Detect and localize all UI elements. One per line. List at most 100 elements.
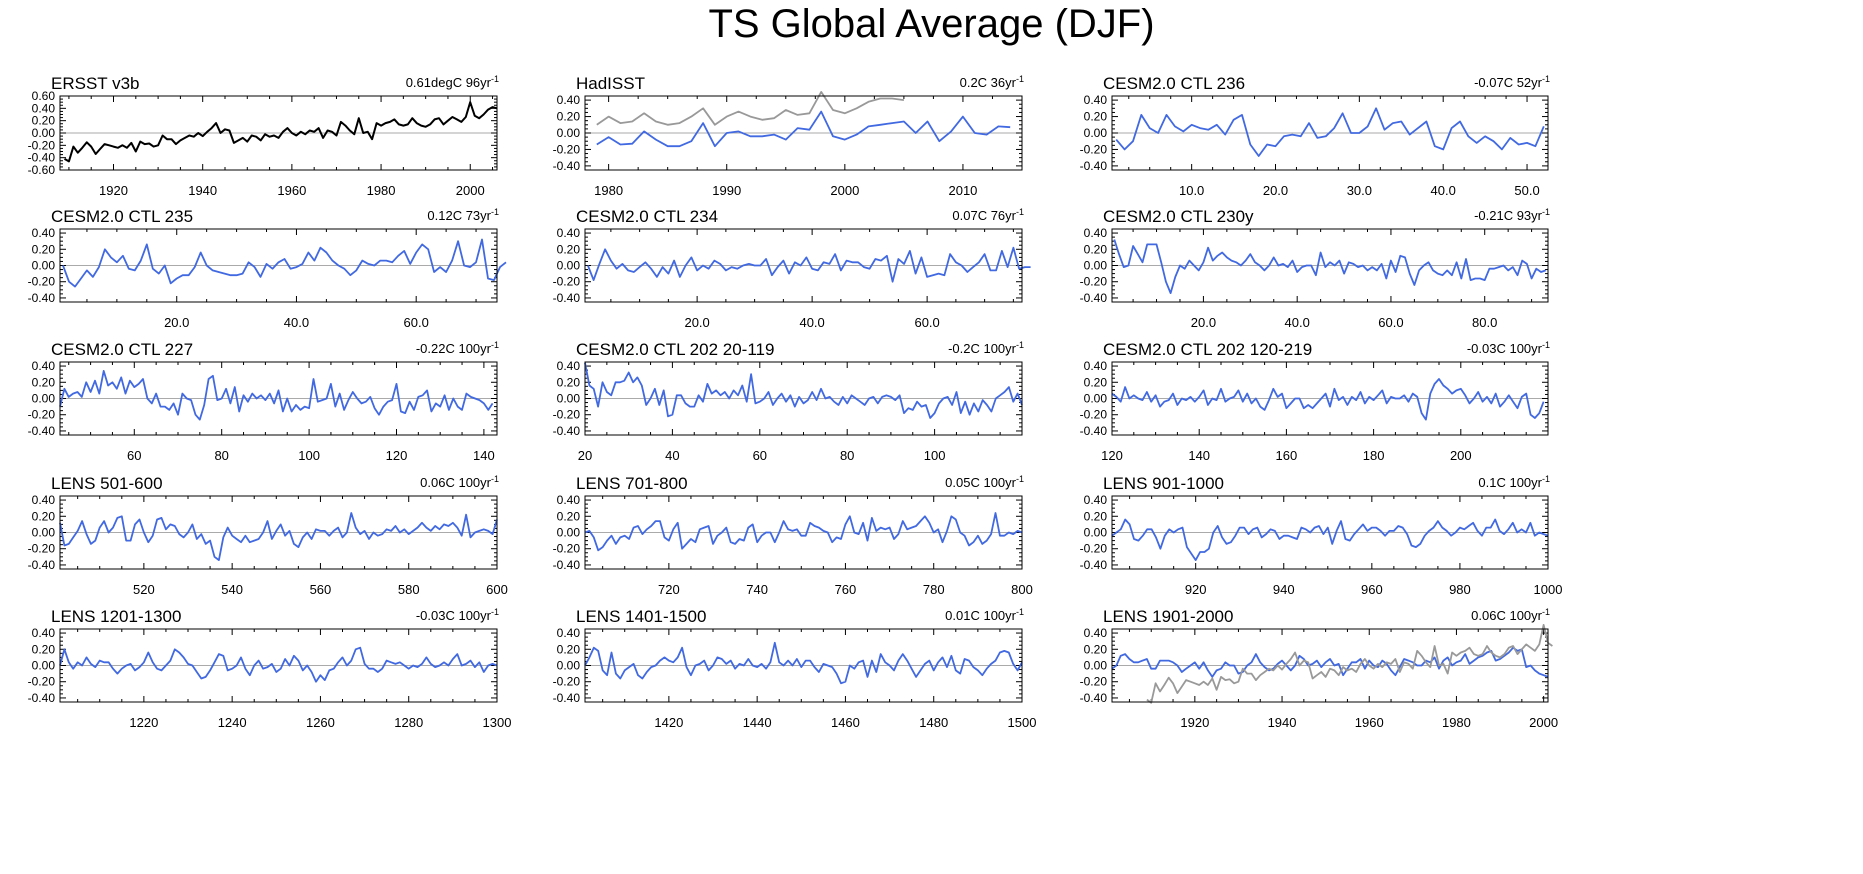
panel-trend: -0.03C 100yr-1 — [416, 607, 499, 623]
panel-title: CESM2.0 CTL 230y — [1103, 207, 1254, 226]
y-tick-label: -0.40 — [553, 558, 581, 572]
panel-cesm2-0-ctl-230y: CESM2.0 CTL 230y -0.21C 93yr-1 -0.40 -0.20 0… — [1080, 207, 1550, 330]
y-tick-label: 0.20 — [32, 642, 56, 656]
x-tick-label: 20.0 — [1191, 315, 1216, 330]
y-tick-label: 0.40 — [1084, 93, 1108, 107]
plot-frame — [584, 95, 1023, 171]
panel-trend: 0.05C 100yr-1 — [945, 474, 1024, 490]
x-tick-label: 1980 — [1442, 715, 1471, 730]
x-tick-label: 160 — [1276, 448, 1298, 463]
x-tick-label: 60 — [753, 448, 767, 463]
y-tick-label: 0.20 — [32, 375, 56, 389]
y-tick-label: 0.00 — [557, 259, 581, 273]
x-tick-label: 100 — [924, 448, 946, 463]
y-tick-label: 0.00 — [1084, 659, 1108, 673]
y-tick-label: -0.20 — [28, 408, 56, 422]
panel-lens-1201-1300: LENS 1201-1300 -0.03C 100yr-1 -0.40 -0.20 0.… — [28, 607, 512, 730]
y-tick-label: 0.00 — [32, 259, 56, 273]
x-tick-label: 560 — [310, 582, 332, 597]
y-tick-label: -0.40 — [553, 691, 581, 705]
panel-trend: 0.01C 100yr-1 — [945, 607, 1024, 623]
x-tick-label: 2000 — [830, 183, 859, 198]
plot-frame — [59, 495, 498, 570]
panel-title: CESM2.0 CTL 234 — [576, 207, 718, 226]
y-tick-label: -0.20 — [553, 275, 581, 289]
x-tick-label: 1920 — [99, 183, 128, 198]
x-tick-label: 740 — [746, 582, 768, 597]
y-tick-label: -0.40 — [28, 691, 56, 705]
x-tick-label: 60.0 — [1378, 315, 1403, 330]
panel-hadisst: HadISST 0.2C 36yr-1 -0.40 -0.20 0.00 0.20 0.40… — [553, 74, 1024, 198]
panel-title: CESM2.0 CTL 202 20-119 — [576, 340, 774, 359]
x-tick-label: 940 — [1273, 582, 1295, 597]
panel-trend: 0.61degC 96yr-1 — [406, 74, 499, 90]
panel-title: LENS 501-600 — [51, 474, 163, 493]
y-tick-label: -0.20 — [553, 408, 581, 422]
y-tick-label: 0.20 — [1084, 242, 1108, 256]
panel-cesm2-0-ctl-202-20-119: CESM2.0 CTL 202 20-119 -0.2C 100yr-1 -0.40… — [553, 340, 1024, 463]
plot-frame — [1111, 628, 1549, 703]
y-tick-label: -0.20 — [553, 675, 581, 689]
panel-lens-901-1000: LENS 901-1000 0.1C 100yr-1 -0.40 -0.20 0.00 0… — [1080, 474, 1563, 597]
x-tick-label: 40.0 — [1431, 183, 1456, 198]
model-series-line — [596, 110, 1011, 148]
y-tick-label: 0.40 — [32, 359, 56, 373]
x-tick-label: 1980 — [367, 183, 396, 198]
y-tick-label: 0.20 — [557, 642, 581, 656]
panel-title: HadISST — [576, 74, 645, 93]
panel-ersst-v3b: ERSST v3b 0.61degC 96yr-1-0.60-0.40-0.200… — [28, 74, 499, 198]
y-tick-label: 0.00 — [32, 659, 56, 673]
y-tick-label: 0.40 — [32, 493, 56, 507]
plot-frame — [59, 228, 498, 303]
x-tick-label: 920 — [1185, 582, 1207, 597]
panel-lens-701-800: LENS 701-800 0.05C 100yr-1 -0.40 -0.20 0.00 0… — [553, 474, 1033, 597]
y-tick-label: 0.60 — [32, 89, 56, 103]
y-tick-label: 0.40 — [1084, 359, 1108, 373]
y-tick-label: 0.00 — [1084, 526, 1108, 540]
panel-trend: -0.03C 100yr-1 — [1467, 340, 1550, 356]
panel-title: ERSST v3b — [51, 74, 140, 93]
x-tick-label: 60 — [127, 448, 141, 463]
x-tick-label: 1980 — [594, 183, 623, 198]
plot-frame — [1111, 228, 1549, 303]
y-tick-label: 0.20 — [1084, 509, 1108, 523]
y-tick-label: -0.60 — [28, 163, 56, 177]
y-tick-label: 0.40 — [557, 626, 581, 640]
x-tick-label: 40.0 — [284, 315, 309, 330]
panel-trend: 0.12C 73yr-1 — [427, 207, 499, 223]
y-tick-label: 0.40 — [557, 493, 581, 507]
x-tick-label: 40.0 — [799, 315, 824, 330]
y-tick-label: 0.20 — [557, 242, 581, 256]
model-series-line — [584, 362, 1023, 419]
x-tick-label: 2000 — [1529, 715, 1558, 730]
y-tick-label: 0.40 — [557, 93, 581, 107]
y-tick-label: -0.20 — [28, 675, 56, 689]
model-series-line — [59, 646, 498, 683]
y-tick-label: 0.40 — [32, 101, 56, 115]
x-tick-label: 580 — [398, 582, 420, 597]
model-series-line — [1111, 378, 1545, 421]
model-series-line — [59, 369, 494, 421]
y-tick-label: -0.20 — [28, 138, 56, 152]
y-tick-label: -0.20 — [1080, 142, 1108, 156]
panel-trend: -0.07C 52yr-1 — [1474, 74, 1550, 90]
panel-cesm2-0-ctl-235: CESM2.0 CTL 235 0.12C 73yr-1 -0.40 -0.20 0.0… — [28, 207, 507, 330]
x-tick-label: 1300 — [483, 715, 512, 730]
x-tick-label: 2000 — [456, 183, 485, 198]
panel-title: LENS 1901-2000 — [1103, 607, 1233, 626]
model-series-line — [584, 512, 1023, 552]
y-tick-label: -0.40 — [1080, 691, 1108, 705]
x-tick-label: 1960 — [277, 183, 306, 198]
y-tick-label: -0.40 — [553, 291, 581, 305]
y-tick-label: 0.40 — [1084, 626, 1108, 640]
model-series-line — [1111, 646, 1549, 678]
y-tick-label: -0.40 — [1080, 291, 1108, 305]
panel-trend: -0.21C 93yr-1 — [1474, 207, 1550, 223]
y-tick-label: 0.40 — [1084, 493, 1108, 507]
y-tick-label: 0.20 — [557, 509, 581, 523]
y-tick-label: 0.40 — [557, 359, 581, 373]
y-tick-label: 0.00 — [1084, 259, 1108, 273]
x-tick-label: 800 — [1011, 582, 1033, 597]
x-tick-label: 1000 — [1534, 582, 1563, 597]
y-tick-label: -0.20 — [553, 542, 581, 556]
